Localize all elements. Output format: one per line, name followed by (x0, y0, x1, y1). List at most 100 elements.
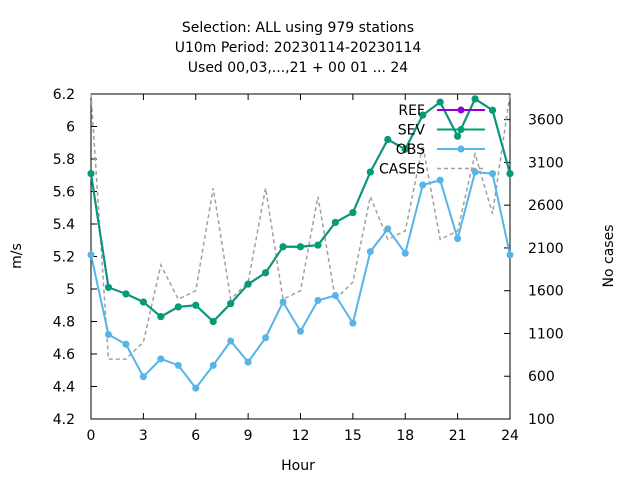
data-point-sev (454, 132, 462, 140)
legend-marker-ref (457, 106, 465, 114)
data-point-obs (122, 340, 130, 348)
plot-border (90, 93, 511, 420)
y-tick-label: 5.8 (53, 152, 75, 168)
data-point-obs (227, 337, 235, 345)
series-line-obs (90, 170, 511, 390)
axes: 0 3 6 9 12 15 18 21 24 4.2 4.4 4.6 4.8 5 5.2 5.4 5.6 5.8 6… (53, 87, 564, 444)
x-tick-label: 0 (87, 428, 96, 444)
y-tick-label: 4.6 (53, 347, 75, 363)
data-point-sev (227, 300, 235, 308)
data-point-sev (122, 290, 130, 298)
data-point-sev (401, 145, 409, 153)
data-point-sev (436, 98, 444, 106)
data-point-obs (384, 225, 392, 233)
y2-tick-label: 3600 (528, 113, 564, 129)
y2-tick-label: 2600 (528, 198, 564, 214)
legend-label-obs: OBS (396, 142, 425, 158)
x-tick-label: 24 (501, 428, 519, 444)
legend-label-sev: SEV (398, 123, 426, 139)
data-point-obs (139, 373, 147, 381)
y2-tick-label: 1100 (528, 326, 564, 342)
data-point-sev (157, 313, 165, 321)
data-point-obs (419, 181, 427, 189)
data-point-sev (297, 243, 304, 251)
legend-marker-obs (457, 145, 465, 153)
data-point-sev (262, 269, 270, 277)
x-tick-label: 6 (191, 428, 200, 444)
data-point-obs (401, 249, 409, 257)
data-point-obs (279, 298, 287, 306)
title-line-2: U10m Period: 20230114-20230114 (175, 40, 422, 56)
x-tick-label: 3 (139, 428, 148, 444)
y-tick-label: 5.2 (53, 250, 75, 266)
data-point-sev (331, 218, 339, 226)
data-point-obs (314, 296, 322, 304)
data-point-sev (489, 106, 497, 114)
y-tick-label: 5.6 (53, 185, 75, 201)
y-axis-label: m/s (9, 243, 25, 269)
data-point-obs (192, 384, 200, 392)
data-point-obs (262, 334, 270, 342)
legend: REF SEV OBS CASES (379, 103, 485, 178)
data-point-sev (506, 170, 514, 178)
data-point-obs (506, 251, 514, 259)
y-tick-label: 6 (66, 120, 75, 136)
data-point-obs (489, 170, 497, 178)
series-line-cases (90, 93, 511, 360)
legend-label-ref: REF (398, 103, 425, 119)
y-tick-label: 6.2 (53, 87, 75, 103)
data-point-obs (104, 331, 112, 338)
data-point-obs (157, 355, 165, 363)
data-point-obs (349, 319, 357, 327)
data-point-sev (192, 301, 200, 309)
legend-label-cases: CASES (379, 162, 425, 178)
data-point-obs (297, 327, 304, 335)
data-point-sev (174, 303, 182, 311)
y2-tick-label: 3100 (528, 155, 564, 171)
data-point-obs (436, 176, 444, 184)
data-point-sev (139, 298, 147, 306)
title-line-3: Used 00,03,...,21 + 00 01 ... 24 (188, 60, 409, 76)
data-point-sev (314, 241, 322, 249)
y-tick-label: 5.4 (53, 217, 75, 233)
x-tick-label: 18 (396, 428, 414, 444)
data-point-sev (209, 318, 217, 325)
y-tick-label: 4.2 (53, 412, 75, 428)
y-tick-label: 4.8 (53, 315, 75, 331)
data-point-obs (87, 251, 95, 259)
data-point-sev (419, 111, 427, 119)
data-point-sev (87, 170, 95, 178)
series-line-sev (90, 97, 511, 323)
series-line-ref (90, 97, 511, 323)
x-tick-label: 9 (244, 428, 253, 444)
y2-tick-label: 100 (528, 412, 555, 428)
data-point-obs (174, 361, 182, 369)
x-axis-label: Hour (281, 458, 315, 474)
data-point-obs (209, 361, 217, 369)
data-point-sev (471, 95, 479, 103)
y2-tick-label: 1600 (528, 284, 564, 300)
y-tick-label: 4.4 (53, 380, 75, 396)
data-point-obs (454, 235, 462, 243)
x-tick-label: 12 (292, 428, 310, 444)
data-point-obs (366, 248, 374, 256)
data-point-sev (366, 168, 374, 176)
data-point-obs (244, 358, 252, 366)
y2-axis-label: No cases (601, 225, 617, 288)
x-tick-label: 15 (344, 428, 362, 444)
data-point-sev (349, 209, 357, 217)
data-point-sev (244, 280, 252, 288)
data-point-sev (104, 283, 112, 291)
data-point-obs (331, 292, 339, 299)
series-layer (87, 93, 514, 392)
data-point-sev (384, 136, 392, 143)
legend-marker-sev (457, 126, 465, 133)
x-tick-label: 21 (449, 428, 467, 444)
data-point-sev (279, 243, 287, 251)
y2-tick-label: 600 (528, 369, 555, 385)
title-line-1: Selection: ALL using 979 stations (182, 20, 414, 36)
chart-title: Selection: ALL using 979 stations U10m P… (175, 20, 422, 76)
y-tick-label: 5 (66, 282, 75, 298)
y2-tick-label: 2100 (528, 241, 564, 257)
